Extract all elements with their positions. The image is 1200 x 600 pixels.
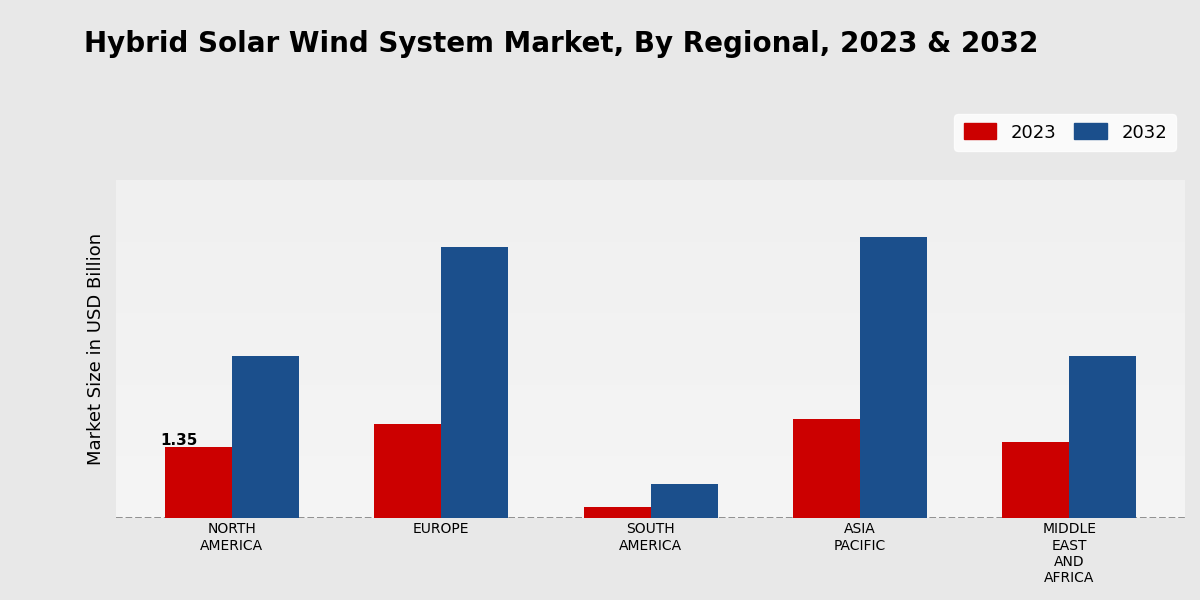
Bar [374,424,442,518]
Bar [164,448,232,518]
Y-axis label: Market Size in USD Billion: Market Size in USD Billion [88,233,106,464]
Bar [442,247,508,518]
Bar [232,356,299,518]
Legend: 2023, 2032: 2023, 2032 [954,114,1176,151]
Bar [1002,442,1069,518]
Bar [583,507,650,518]
Text: 1.35: 1.35 [161,433,198,448]
Bar [860,237,926,518]
Bar [793,419,860,518]
Bar [1069,356,1136,518]
Bar [650,484,718,518]
Text: Hybrid Solar Wind System Market, By Regional, 2023 & 2032: Hybrid Solar Wind System Market, By Regi… [84,30,1038,58]
